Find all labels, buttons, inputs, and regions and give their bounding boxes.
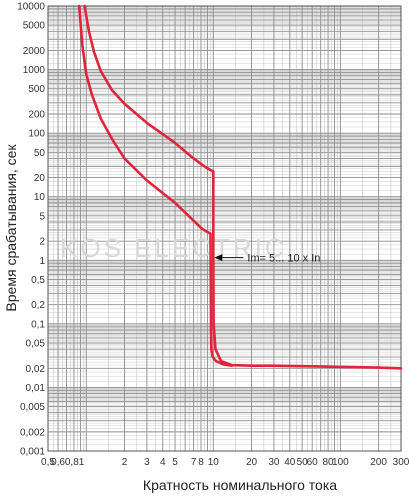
x-tick-label: 10	[208, 457, 220, 468]
y-tick-label: 0,01	[26, 383, 46, 394]
x-tick-label: 300	[393, 457, 409, 468]
y-tick-label: 20	[34, 173, 46, 184]
y-tick-label: 1	[39, 256, 45, 267]
lower-limit-curve	[77, 4, 234, 367]
y-tick-label: 100	[28, 129, 45, 140]
y-tick-label: 200	[28, 110, 45, 121]
annotation: Im= 5... 10 x In	[214, 253, 320, 265]
annotation-arrow-head	[214, 254, 223, 262]
y-tick-label: 0,002	[20, 427, 45, 438]
y-tick-label: 0,05	[26, 338, 46, 349]
x-tick-label: 8	[198, 457, 204, 468]
x-tick-label: 80	[322, 457, 334, 468]
x-tick-label: 20	[246, 457, 258, 468]
x-tick-label: 4	[160, 457, 166, 468]
y-tick-label: 1000	[23, 65, 46, 76]
y-tick-label: 0,005	[20, 402, 45, 413]
y-axis-title: Время срабатывания, сек	[3, 144, 19, 312]
y-tick-label: 2	[39, 237, 45, 248]
plot-frame	[47, 5, 402, 452]
y-tick-label: 50	[34, 148, 46, 159]
x-tick-label: 100	[332, 457, 349, 468]
upper-limit-curve	[83, 4, 403, 370]
y-tick-label: 0,5	[31, 275, 45, 286]
annotation-label: Im= 5... 10 x In	[247, 253, 320, 265]
y-tick-label: 500	[28, 84, 45, 95]
series-layer	[77, 4, 403, 370]
watermark-text: KOS ELECTRIC	[60, 233, 287, 263]
y-tick-label: 0,2	[31, 300, 45, 311]
y-tick-label: 5000	[23, 21, 46, 32]
y-tick-label: 0,02	[26, 364, 46, 375]
x-tick-label: 0,6	[51, 457, 65, 468]
minor-gridlines	[48, 6, 401, 451]
y-tick-label: 5	[39, 211, 45, 222]
x-tick-label: 40	[284, 457, 296, 468]
y-tick-label: 0,1	[31, 319, 45, 330]
x-tick-label: 30	[268, 457, 280, 468]
x-tick-label: 0,81	[65, 457, 85, 468]
x-tick-label: 3	[144, 457, 150, 468]
x-tick-label: 200	[370, 457, 387, 468]
x-tick-label: 7	[191, 457, 197, 468]
y-tick-label: 10	[34, 192, 46, 203]
x-axis-title: Кратность номинального тока	[143, 477, 337, 493]
x-tick-label: 60	[307, 457, 319, 468]
y-tick-labels: 10000 5000 2000 1000 500 200 100 50 20 10 5 2 1 0,5 0,…	[17, 2, 45, 458]
y-tick-label: 2000	[23, 46, 46, 57]
x-tick-label: 2	[122, 457, 128, 468]
x-tick-label: 0,5	[41, 457, 55, 468]
x-tick-label: 5	[172, 457, 178, 468]
x-tick-label: 50	[297, 457, 309, 468]
y-tick-label: 10000	[17, 2, 45, 13]
y-tick-label: 0,001	[20, 447, 45, 458]
